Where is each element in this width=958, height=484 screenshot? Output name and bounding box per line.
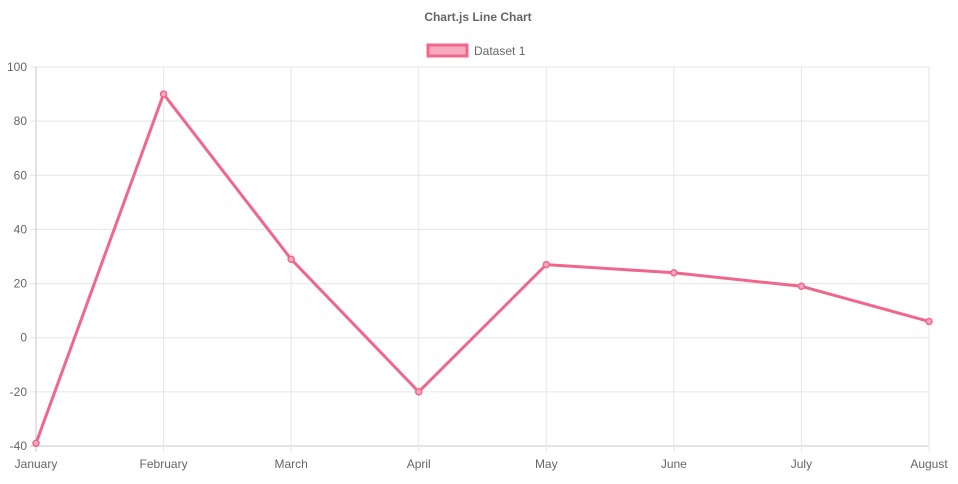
grid <box>30 66 930 452</box>
y-tick-label: 40 <box>14 222 28 236</box>
y-axis-ticks: -40 -20 0 20 40 60 80 100 <box>7 60 27 453</box>
y-tick-label: -20 <box>10 385 28 399</box>
data-point[interactable] <box>414 388 423 396</box>
data-point[interactable] <box>925 317 933 326</box>
x-tick-label: February <box>140 457 188 471</box>
series-line-dataset-1 <box>34 92 930 444</box>
y-tick-label: 20 <box>14 277 28 291</box>
series-dataset-1 <box>32 90 933 448</box>
x-tick-label: August <box>910 457 948 471</box>
y-tick-label: 100 <box>7 60 27 74</box>
chart-title: Chart.js Line Chart <box>424 10 531 24</box>
x-tick-label: June <box>661 457 687 471</box>
x-tick-label: July <box>791 457 812 471</box>
x-tick-label: January <box>15 457 58 471</box>
y-tick-label: 0 <box>20 331 27 345</box>
data-point[interactable] <box>32 439 40 448</box>
x-tick-label: May <box>535 457 558 471</box>
y-tick-label: 80 <box>14 114 28 128</box>
data-point[interactable] <box>797 282 806 291</box>
legend-label-dataset-1[interactable]: Dataset 1 <box>474 44 526 58</box>
x-tick-label: March <box>274 457 307 471</box>
data-point[interactable] <box>159 90 168 98</box>
y-tick-label: 60 <box>14 168 28 182</box>
legend[interactable]: Dataset 1 <box>426 43 526 58</box>
x-axis-ticks: January February March April May June July Augu… <box>15 457 949 471</box>
legend-swatch[interactable] <box>426 43 469 58</box>
data-point[interactable] <box>287 255 295 263</box>
x-tick-label: April <box>407 457 431 471</box>
data-point[interactable] <box>542 260 551 269</box>
data-point[interactable] <box>670 268 678 277</box>
y-tick-label: -40 <box>10 439 28 453</box>
